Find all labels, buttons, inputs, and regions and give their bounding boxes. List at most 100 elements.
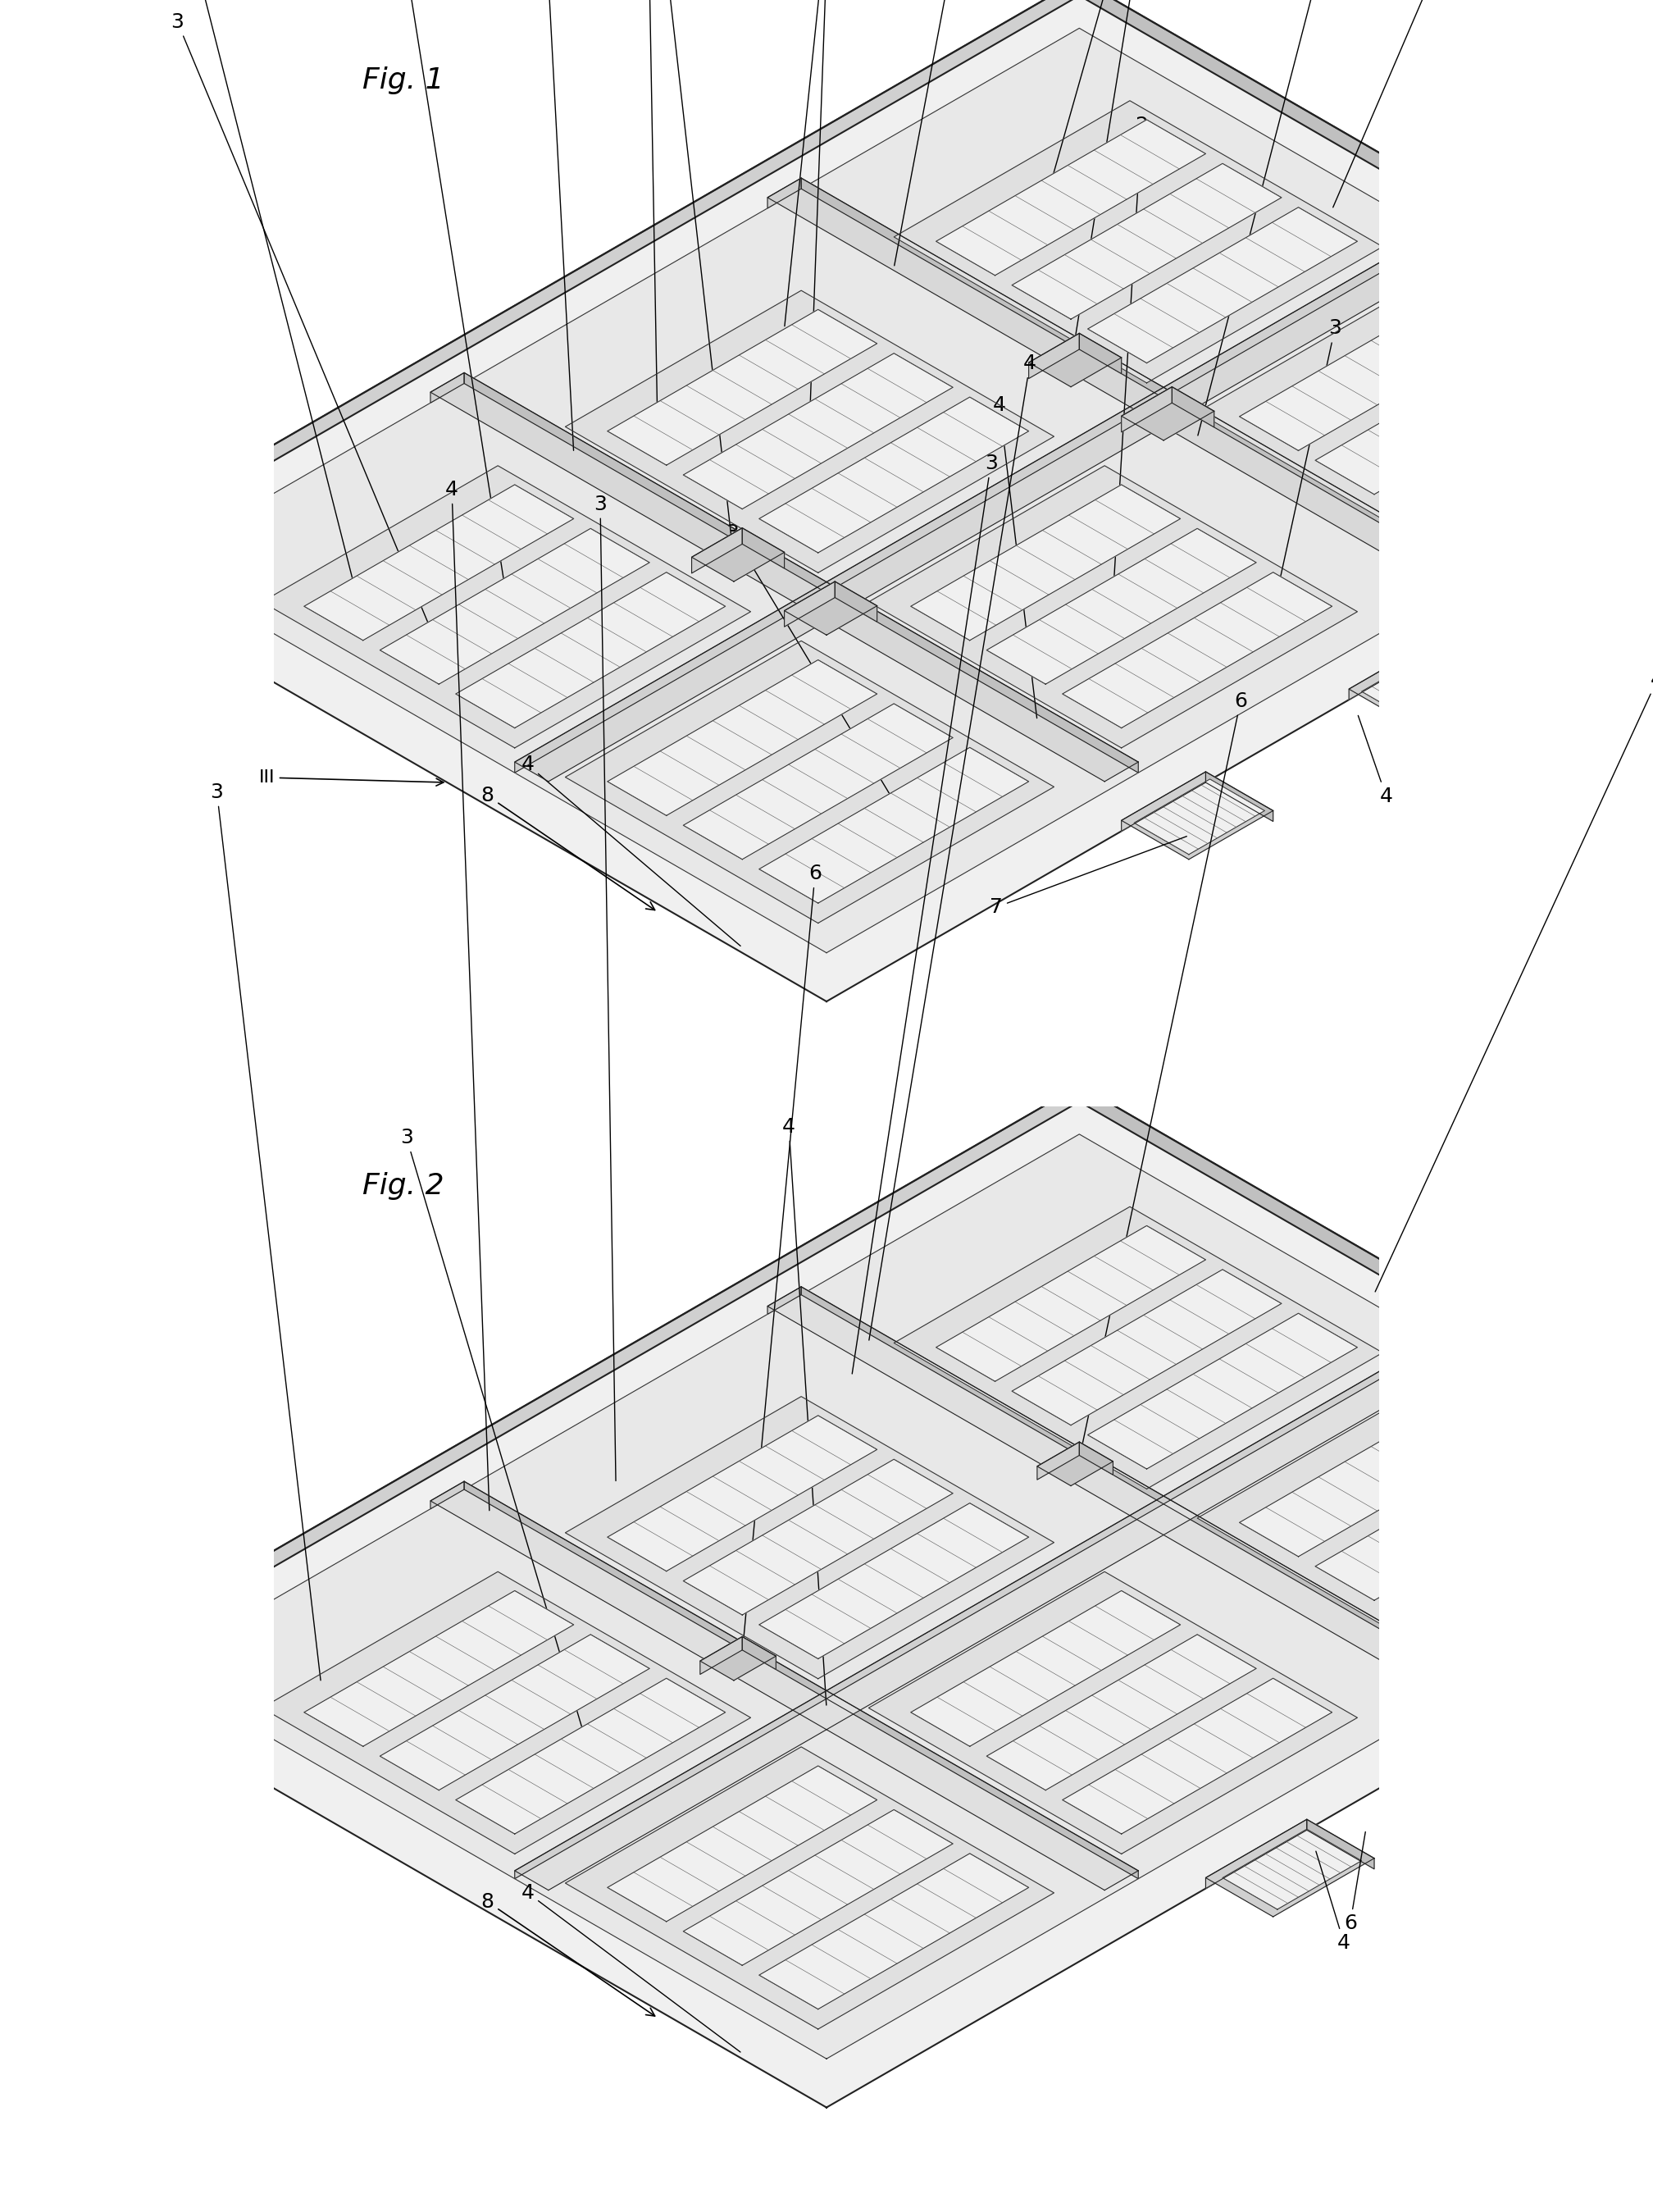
Polygon shape bbox=[1063, 573, 1332, 728]
Polygon shape bbox=[68, 0, 1653, 1002]
Text: 5: 5 bbox=[1198, 0, 1342, 436]
Polygon shape bbox=[1205, 772, 1273, 821]
Polygon shape bbox=[767, 179, 802, 208]
Polygon shape bbox=[894, 102, 1382, 383]
Polygon shape bbox=[304, 484, 574, 641]
Text: 3: 3 bbox=[593, 493, 617, 1480]
Polygon shape bbox=[430, 374, 464, 403]
Text: 2: 2 bbox=[385, 0, 506, 593]
Polygon shape bbox=[1028, 334, 1121, 387]
Polygon shape bbox=[565, 641, 1055, 922]
Text: 4: 4 bbox=[869, 354, 1036, 1340]
Text: 6: 6 bbox=[1079, 690, 1248, 1455]
Polygon shape bbox=[68, 1086, 1653, 2108]
Polygon shape bbox=[261, 467, 750, 748]
Polygon shape bbox=[1316, 1444, 1585, 1601]
Polygon shape bbox=[1028, 334, 1079, 378]
Text: 3: 3 bbox=[1038, 0, 1271, 228]
Polygon shape bbox=[430, 1482, 1139, 1891]
Polygon shape bbox=[911, 1590, 1180, 1747]
Text: 8: 8 bbox=[481, 1891, 655, 2015]
Text: 4: 4 bbox=[521, 754, 741, 947]
Text: 3: 3 bbox=[726, 522, 901, 814]
Polygon shape bbox=[1088, 1314, 1357, 1469]
Text: Fig. 1: Fig. 1 bbox=[362, 66, 443, 95]
Polygon shape bbox=[1433, 641, 1501, 690]
Polygon shape bbox=[683, 1460, 952, 1615]
Polygon shape bbox=[691, 529, 742, 573]
Polygon shape bbox=[1316, 338, 1585, 495]
Text: 2: 2 bbox=[1112, 115, 1149, 593]
Text: 3: 3 bbox=[400, 1128, 598, 1783]
Polygon shape bbox=[514, 1336, 1441, 1878]
Polygon shape bbox=[802, 179, 1476, 577]
Polygon shape bbox=[514, 228, 1476, 781]
Polygon shape bbox=[1223, 1829, 1362, 1909]
Polygon shape bbox=[304, 1590, 574, 1747]
Polygon shape bbox=[785, 582, 878, 635]
Polygon shape bbox=[261, 1573, 750, 1854]
Polygon shape bbox=[767, 179, 1476, 586]
Polygon shape bbox=[742, 1637, 775, 1670]
Polygon shape bbox=[1079, 0, 1653, 434]
Polygon shape bbox=[1240, 1400, 1509, 1557]
Polygon shape bbox=[691, 529, 785, 582]
Text: 4: 4 bbox=[445, 480, 489, 1511]
Polygon shape bbox=[1349, 641, 1501, 728]
Polygon shape bbox=[1079, 334, 1121, 374]
Polygon shape bbox=[987, 1635, 1256, 1790]
Polygon shape bbox=[1197, 276, 1653, 557]
Polygon shape bbox=[514, 1336, 1476, 1891]
Polygon shape bbox=[1121, 387, 1213, 440]
Polygon shape bbox=[1121, 772, 1273, 860]
Polygon shape bbox=[380, 1635, 650, 1790]
Polygon shape bbox=[565, 1747, 1055, 2028]
Polygon shape bbox=[1458, 1674, 1627, 1770]
Polygon shape bbox=[767, 1287, 802, 1314]
Polygon shape bbox=[1036, 1442, 1112, 1486]
Polygon shape bbox=[1036, 1442, 1079, 1480]
Polygon shape bbox=[1121, 772, 1205, 832]
Polygon shape bbox=[759, 1854, 1028, 2008]
Polygon shape bbox=[68, 0, 1079, 580]
Polygon shape bbox=[1308, 1818, 1374, 1869]
Polygon shape bbox=[1079, 1086, 1653, 1540]
Text: Fig. 2: Fig. 2 bbox=[362, 1172, 443, 1201]
Polygon shape bbox=[1441, 228, 1476, 257]
Polygon shape bbox=[152, 29, 1653, 953]
Polygon shape bbox=[936, 119, 1205, 276]
Polygon shape bbox=[430, 374, 1139, 781]
Text: 3: 3 bbox=[170, 11, 446, 668]
Text: 8: 8 bbox=[481, 785, 655, 909]
Polygon shape bbox=[1392, 1489, 1653, 1644]
Text: 5: 5 bbox=[1071, 0, 1195, 363]
Polygon shape bbox=[683, 1809, 952, 1966]
Polygon shape bbox=[607, 659, 878, 816]
Polygon shape bbox=[1197, 1382, 1653, 1663]
Polygon shape bbox=[894, 1208, 1382, 1489]
Polygon shape bbox=[1205, 1818, 1374, 1916]
Polygon shape bbox=[759, 398, 1028, 553]
Polygon shape bbox=[1012, 164, 1281, 319]
Polygon shape bbox=[1458, 1674, 1559, 1743]
Polygon shape bbox=[936, 1225, 1205, 1380]
Text: 4: 4 bbox=[1332, 0, 1589, 208]
Text: 4: 4 bbox=[519, 0, 574, 451]
Polygon shape bbox=[1134, 779, 1265, 854]
Text: 4: 4 bbox=[1359, 714, 1392, 805]
Polygon shape bbox=[1476, 1683, 1615, 1763]
Polygon shape bbox=[683, 703, 952, 860]
Text: 3: 3 bbox=[853, 453, 997, 1374]
Polygon shape bbox=[607, 1416, 878, 1571]
Text: 3: 3 bbox=[164, 0, 362, 617]
Polygon shape bbox=[1012, 1270, 1281, 1425]
Text: 3: 3 bbox=[1273, 319, 1341, 608]
Polygon shape bbox=[1079, 1442, 1112, 1475]
Text: 4: 4 bbox=[782, 1117, 826, 1705]
Text: 4: 4 bbox=[521, 1882, 741, 2053]
Polygon shape bbox=[464, 374, 1139, 772]
Text: 4: 4 bbox=[1375, 670, 1653, 1292]
Polygon shape bbox=[607, 310, 878, 465]
Text: III: III bbox=[260, 770, 443, 785]
Polygon shape bbox=[835, 582, 878, 622]
